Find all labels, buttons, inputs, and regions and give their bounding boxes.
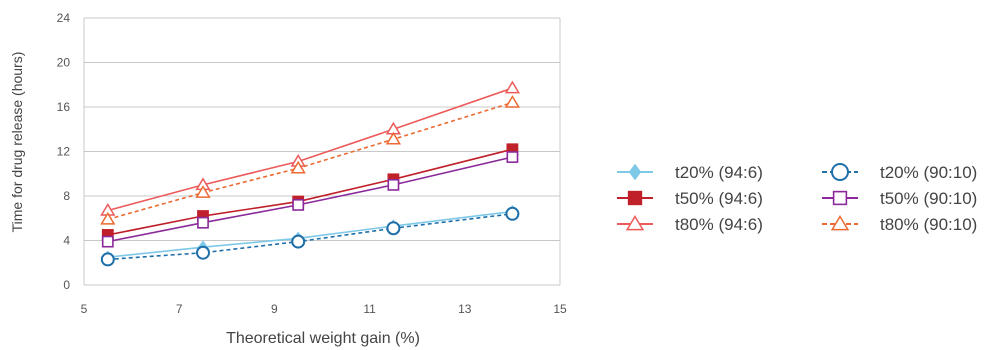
legend-label: t80% (94:6) xyxy=(675,215,763,234)
legend-label: t80% (90:10) xyxy=(880,215,977,234)
legend-item: t20% (90:10) xyxy=(822,163,977,182)
gridlines xyxy=(84,17,560,286)
data-point xyxy=(386,221,401,236)
series-2 xyxy=(101,143,519,241)
legend-marker-swatch xyxy=(832,190,848,206)
series-1 xyxy=(102,204,518,264)
series-4 xyxy=(100,206,520,267)
legend: t20% (94:6) t50% (94:6) t80% (94:6) t20% (9… xyxy=(617,163,977,234)
y-tick-label: 12 xyxy=(57,145,71,159)
y-tick-label: 24 xyxy=(57,11,71,25)
data-point xyxy=(101,235,114,248)
legend-label: t20% (94:6) xyxy=(675,163,763,182)
y-tick-labels: 0 4 8 12 16 20 24 xyxy=(57,11,71,292)
data-point xyxy=(100,252,115,267)
data-point xyxy=(505,206,520,221)
y-tick-label: 8 xyxy=(63,189,70,203)
x-tick-label: 9 xyxy=(271,302,278,316)
data-point xyxy=(292,199,305,211)
legend-item: t80% (90:10) xyxy=(822,215,977,234)
legend-marker-swatch xyxy=(628,163,642,181)
axes xyxy=(83,18,561,285)
data-point xyxy=(504,80,521,94)
legend-marker-swatch xyxy=(830,215,850,231)
series-6 xyxy=(100,95,521,225)
data-point xyxy=(195,185,211,198)
legend-label: t50% (90:10) xyxy=(880,189,977,208)
legend-label: t20% (90:10) xyxy=(880,163,977,182)
y-tick-label: 16 xyxy=(57,100,71,114)
data-point xyxy=(387,178,400,191)
x-tick-labels: 5 7 9 11 13 15 xyxy=(81,302,567,316)
series-3 xyxy=(100,80,521,216)
x-tick-label: 11 xyxy=(363,302,376,316)
series-line xyxy=(107,210,513,258)
legend-label: t50% (94:6) xyxy=(675,189,763,208)
data-point xyxy=(504,95,521,108)
legend-item: t50% (90:10) xyxy=(822,189,977,208)
data-point xyxy=(385,131,402,145)
legend-marker-swatch xyxy=(627,190,643,206)
x-tick-label: 15 xyxy=(553,302,567,316)
data-point xyxy=(100,211,116,225)
legend-marker-swatch xyxy=(625,215,645,231)
y-tick-label: 20 xyxy=(57,56,71,70)
series-line xyxy=(107,148,513,236)
series-5 xyxy=(101,151,519,248)
data-series xyxy=(100,80,521,267)
x-tick-label: 7 xyxy=(176,302,183,316)
y-axis-title: Time for drug release (hours) xyxy=(9,52,25,233)
legend-item: t20% (94:6) xyxy=(617,163,763,182)
y-tick-label: 0 xyxy=(63,278,70,292)
x-axis-title: Theoretical weight gain (%) xyxy=(226,330,420,347)
data-point xyxy=(196,245,210,260)
data-point xyxy=(506,151,519,163)
x-tick-label: 5 xyxy=(81,302,88,316)
series-line xyxy=(107,87,513,212)
data-point xyxy=(197,216,209,229)
legend-item: t80% (94:6) xyxy=(617,215,763,234)
legend-marker-swatch xyxy=(831,163,849,181)
data-point xyxy=(290,160,306,174)
y-tick-label: 4 xyxy=(63,234,70,248)
legend-item: t50% (94:6) xyxy=(617,189,763,208)
x-tick-label: 13 xyxy=(458,302,472,316)
data-point xyxy=(291,234,306,249)
